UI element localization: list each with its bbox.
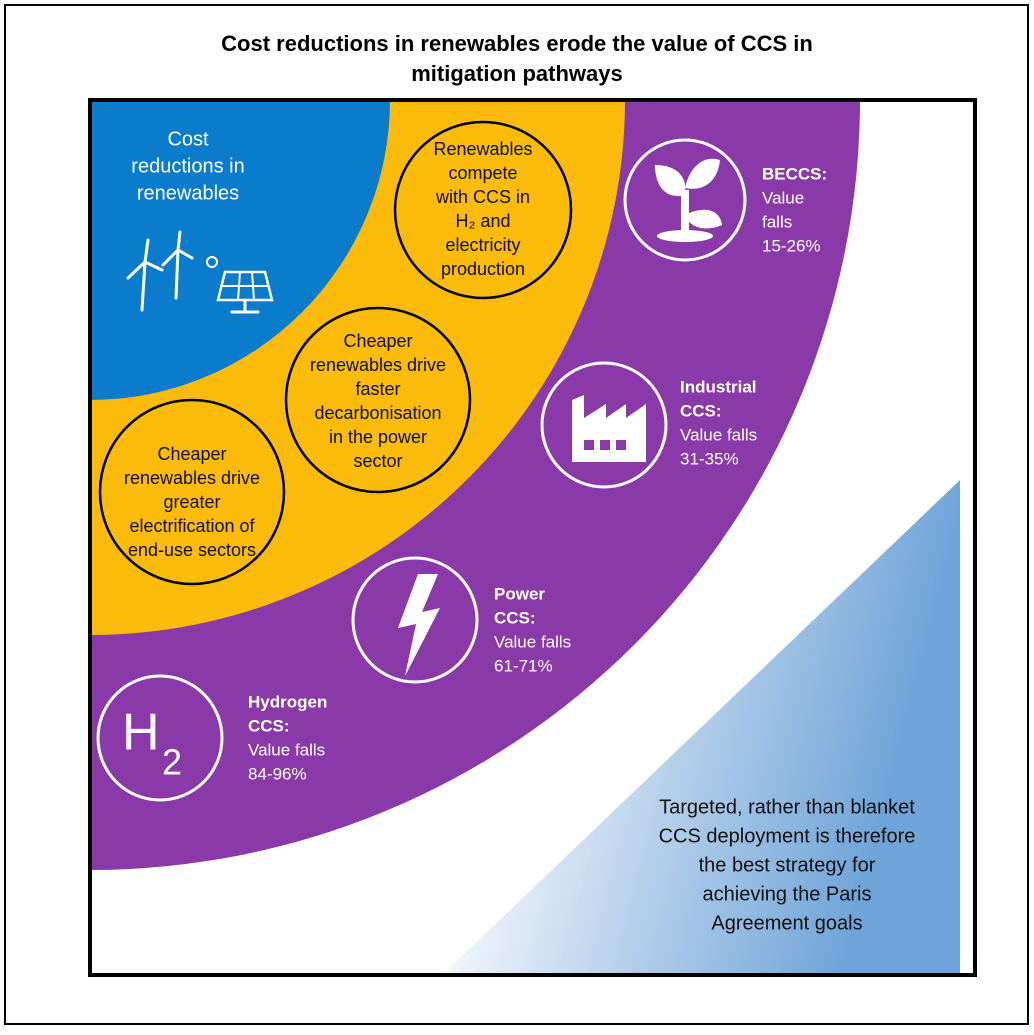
- inner-frame: [88, 98, 977, 977]
- driver-circles: [98, 120, 573, 586]
- conclusion: achieving the Paris: [703, 883, 872, 905]
- center-label: reductions in: [131, 155, 244, 177]
- driver-circle: [284, 306, 472, 494]
- sector-name: CCS:: [248, 716, 290, 735]
- sector-name: BECCS:: [762, 164, 827, 183]
- conclusion: the best strategy for: [699, 854, 876, 876]
- conclusion: CCS deployment is therefore: [659, 825, 916, 847]
- driver-text: end-use sectors: [128, 540, 256, 560]
- sector-name: CCS:: [680, 401, 722, 420]
- sector-value: Value falls: [248, 740, 325, 759]
- driver-text: H₂ and: [455, 211, 510, 231]
- sector-value: 61-71%: [494, 656, 553, 675]
- sector-value: 31-35%: [680, 449, 739, 468]
- title-line: mitigation pathways: [411, 61, 622, 86]
- sector-value: Value falls: [494, 632, 571, 651]
- driver-text: decarbonisation: [314, 403, 441, 423]
- driver-circle: [98, 398, 286, 586]
- center-label: Cost: [167, 128, 209, 150]
- driver-text: with CCS in: [435, 187, 530, 207]
- driver-text: greater: [163, 492, 220, 512]
- sector-name: Hydrogen: [248, 692, 327, 711]
- driver-text: Renewables: [433, 139, 532, 159]
- sector-value: Value falls: [680, 425, 757, 444]
- sector-circle: [540, 361, 668, 489]
- sector-value: 15-26%: [762, 236, 821, 255]
- texts: Cost reductions in renewables erode the …: [122, 31, 915, 934]
- sector-name: Power: [494, 584, 545, 603]
- driver-text: in the power: [329, 427, 427, 447]
- driver-text: electricity: [445, 235, 520, 255]
- sector-value: falls: [762, 212, 792, 231]
- factory-windows: [584, 440, 626, 450]
- sector-circle: [96, 674, 224, 802]
- plant-icon: [655, 158, 722, 242]
- sector-circles: [96, 138, 747, 802]
- hydrogen-icon: H: [122, 704, 160, 762]
- driver-circle: [393, 120, 573, 300]
- driver-text: renewables drive: [310, 355, 446, 375]
- sector-name: Industrial: [680, 377, 757, 396]
- sector-value: 84-96%: [248, 764, 307, 783]
- center-label: renewables: [137, 182, 239, 204]
- title-line: Cost reductions in renewables erode the …: [221, 31, 813, 56]
- driver-text: sector: [353, 451, 402, 471]
- driver-text: faster: [355, 379, 400, 399]
- driver-text: electrification of: [129, 516, 255, 536]
- conclusion: Targeted, rather than blanket: [659, 796, 915, 818]
- gradient-triangle: [442, 480, 960, 975]
- blue-core: [90, 100, 390, 400]
- sector-name: CCS:: [494, 608, 536, 627]
- sector-circle: [351, 556, 479, 684]
- lightning-icon: [398, 574, 440, 676]
- sector-value: Value: [762, 188, 804, 207]
- driver-text: Cheaper: [343, 331, 412, 351]
- sector-circle: [623, 138, 747, 262]
- driver-text: renewables drive: [124, 468, 260, 488]
- hydrogen-icon: 2: [162, 742, 182, 783]
- conclusion: Agreement goals: [711, 912, 862, 934]
- driver-text: compete: [448, 163, 517, 183]
- driver-text: Cheaper: [157, 444, 226, 464]
- driver-text: production: [441, 259, 525, 279]
- renewables-icon: [126, 230, 274, 314]
